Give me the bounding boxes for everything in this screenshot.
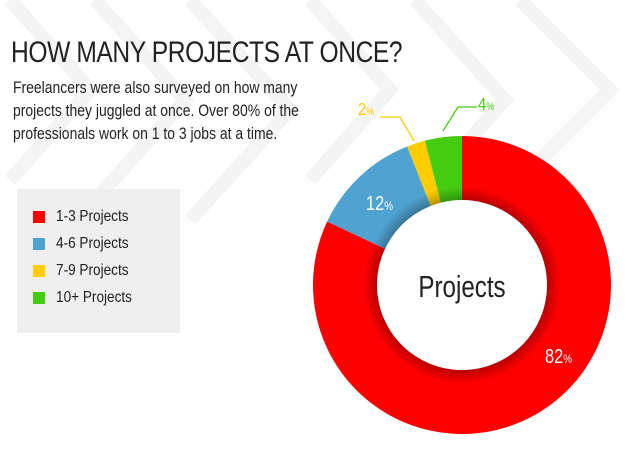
description-line: Freelancers were also surveyed on how ma…	[13, 78, 298, 97]
donut-center-label: Projects	[418, 269, 505, 304]
legend-swatch-green	[33, 292, 45, 304]
legend-label: 7-9 Projects	[56, 262, 129, 279]
legend-label: 1-3 Projects	[56, 208, 129, 225]
legend-item-7-9-projects: 7-9 Projects	[33, 261, 141, 281]
slice-label-82: 82%	[545, 344, 572, 367]
slice-label-2: 2%	[358, 100, 374, 120]
description-line: professionals work on 1 to 3 jobs at a t…	[13, 124, 278, 143]
legend-label: 10+ Projects	[56, 289, 132, 306]
legend-label: 4-6 Projects	[56, 235, 129, 252]
slice-label-12: 12%	[366, 191, 393, 214]
chart-legend: 1-3 Projects 4-6 Projects 7-9 Projects 1…	[17, 189, 180, 333]
legend-item-1-3-projects: 1-3 Projects	[33, 207, 141, 227]
legend-item-10-plus-projects: 10+ Projects	[33, 288, 145, 308]
legend-swatch-red	[33, 211, 45, 223]
description-line: projects they juggled at once. Over 80% …	[13, 101, 299, 120]
description-paragraph: Freelancers were also surveyed on how ma…	[13, 76, 325, 145]
legend-swatch-blue	[33, 238, 45, 250]
leader-line-10-plus	[442, 106, 477, 132]
page-title: HOW MANY PROJECTS AT ONCE?	[11, 36, 403, 70]
slice-label-4: 4%	[478, 95, 494, 115]
leader-line-7-9	[380, 116, 415, 142]
legend-swatch-yellow	[33, 265, 45, 277]
donut-hole	[377, 200, 547, 370]
legend-item-4-6-projects: 4-6 Projects	[33, 234, 141, 254]
